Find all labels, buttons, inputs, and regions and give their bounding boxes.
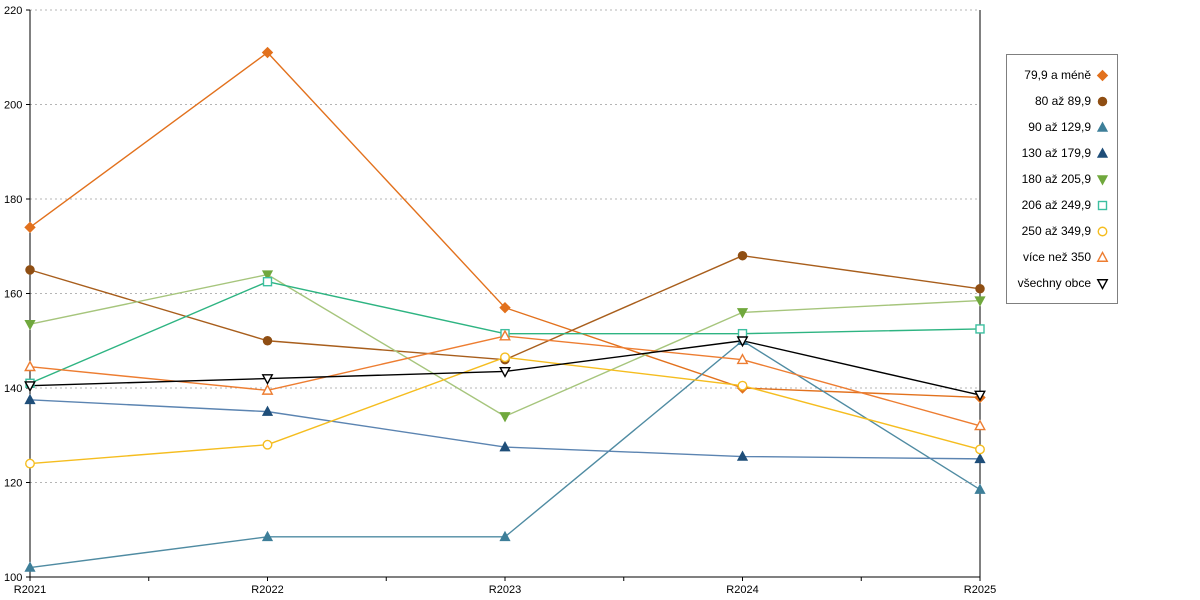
triangle-marker-icon <box>499 441 511 452</box>
diamond-marker-icon <box>261 46 274 59</box>
legend-item-label: více než 350 <box>1022 250 1091 264</box>
triangle-down-marker-icon <box>24 319 36 331</box>
y-tick-label: 140 <box>4 383 22 395</box>
triangle-marker-icon <box>736 450 749 461</box>
y-tick-label: 120 <box>4 478 22 490</box>
triangle-down-marker-icon <box>1096 174 1109 186</box>
triangle-marker-icon <box>261 405 274 416</box>
triangle-down-marker-icon <box>974 296 986 307</box>
x-tick-label: R2021 <box>14 584 46 596</box>
triangle-marker-icon <box>261 383 274 395</box>
legend-item-label: 180 až 205,9 <box>1021 172 1091 186</box>
circle-marker-icon <box>737 380 748 391</box>
square-marker-icon <box>975 324 985 334</box>
y-tick-label: 180 <box>4 194 22 206</box>
triangle-down-marker-icon <box>261 374 274 386</box>
legend-item-label: 79,9 a méně <box>1024 68 1091 82</box>
triangle-marker-icon <box>1096 146 1109 158</box>
triangle-marker-icon <box>499 329 511 341</box>
legend-item-label: 90 až 129,9 <box>1028 120 1091 134</box>
legend-item: 206 až 249,9 <box>1015 192 1109 218</box>
y-tick-label: 160 <box>4 289 22 301</box>
legend-item: více než 350 <box>1015 244 1109 270</box>
legend-item: 180 až 205,9 <box>1015 166 1109 192</box>
legend-triangle-down-icon <box>1096 278 1109 290</box>
series-line-4 <box>29 273 981 418</box>
triangle-marker-icon <box>261 530 274 542</box>
diamond-marker-icon <box>24 221 36 234</box>
triangle-marker-icon <box>24 393 36 405</box>
x-tick-label: R2025 <box>964 584 996 596</box>
triangle-marker-icon <box>499 530 511 542</box>
circle-marker-icon <box>262 439 273 450</box>
diamond-marker-icon <box>499 301 511 314</box>
triangle-down-marker-icon <box>499 412 511 423</box>
y-tick-label: 220 <box>4 5 22 17</box>
triangle-down-marker-icon <box>736 308 749 319</box>
legend-square-icon <box>1097 200 1108 210</box>
legend-triangle-down-icon <box>1096 174 1109 186</box>
diamond-marker-icon <box>1096 69 1109 81</box>
x-tick-label: R2023 <box>489 584 521 596</box>
circle-marker-icon <box>1097 96 1108 106</box>
legend-item-label: 250 až 349,9 <box>1021 224 1091 238</box>
triangle-down-marker-icon <box>974 390 986 402</box>
legend-item: 250 až 349,9 <box>1015 218 1109 244</box>
legend-diamond-icon <box>1096 69 1109 81</box>
circle-marker-icon <box>25 458 35 469</box>
triangle-marker-icon <box>736 353 749 365</box>
triangle-down-marker-icon <box>1096 278 1109 290</box>
legend-circle-icon <box>1097 226 1108 236</box>
triangle-marker-icon <box>974 419 986 431</box>
y-tick-label: 100 <box>4 572 22 584</box>
triangle-marker-icon <box>1096 250 1109 262</box>
triangle-down-marker-icon <box>736 336 749 348</box>
circle-marker-icon <box>737 250 748 261</box>
triangle-marker-icon <box>1096 120 1109 132</box>
triangle-marker-icon <box>974 483 986 494</box>
x-tick-label: R2022 <box>251 584 283 596</box>
legend-triangle-icon <box>1096 250 1109 262</box>
legend-item: 80 až 89,9 <box>1015 88 1109 114</box>
triangle-down-marker-icon <box>499 367 511 378</box>
legend-item-label: všechny obce <box>1017 276 1091 290</box>
legend-item-label: 80 až 89,9 <box>1034 94 1091 108</box>
legend-item: 130 až 179,9 <box>1015 140 1109 166</box>
legend-item-label: 130 až 179,9 <box>1021 146 1091 160</box>
square-marker-icon <box>1097 200 1108 210</box>
circle-marker-icon <box>1097 226 1108 236</box>
legend-item: všechny obce <box>1015 270 1109 296</box>
square-marker-icon <box>262 276 273 287</box>
circle-marker-icon <box>975 444 985 455</box>
legend-triangle-icon <box>1096 120 1109 132</box>
circle-marker-icon <box>975 284 985 294</box>
legend-circle-icon <box>1097 96 1108 106</box>
legend-triangle-icon <box>1096 146 1109 158</box>
x-tick-label: R2024 <box>726 584 758 596</box>
triangle-marker-icon <box>24 360 36 372</box>
circle-marker-icon <box>500 352 510 363</box>
legend-item: 79,9 a méně <box>1015 62 1109 88</box>
triangle-marker-icon <box>974 452 986 464</box>
legend-item: 90 až 129,9 <box>1015 114 1109 140</box>
triangle-down-marker-icon <box>24 381 36 393</box>
circle-marker-icon <box>262 336 273 346</box>
triangle-down-marker-icon <box>261 270 274 281</box>
chart-legend: 79,9 a méně 80 až 89,9 90 až 129,9 130 až 1… <box>1006 54 1118 304</box>
legend-item-label: 206 až 249,9 <box>1021 198 1091 212</box>
circle-marker-icon <box>25 265 35 275</box>
triangle-marker-icon <box>24 561 36 572</box>
y-tick-label: 200 <box>4 100 22 112</box>
